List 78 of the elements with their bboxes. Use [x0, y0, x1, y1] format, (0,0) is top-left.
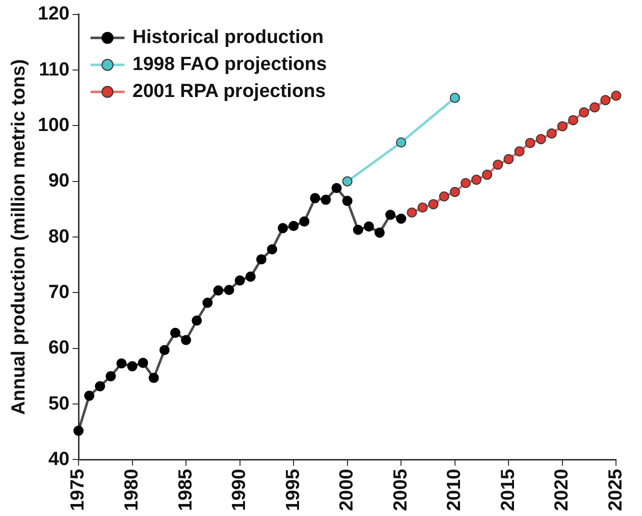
- x-tick-label: 2015: [498, 468, 519, 512]
- point: [396, 214, 406, 224]
- x-tick-label: 1995: [282, 468, 304, 512]
- y-tick-label: 80: [48, 226, 70, 248]
- point: [482, 170, 492, 180]
- point: [138, 358, 148, 368]
- point: [106, 371, 116, 382]
- point: [590, 102, 600, 112]
- point: [450, 186, 460, 198]
- y-axis-title: Annual production (million metric tons): [8, 59, 30, 415]
- point: [342, 196, 352, 206]
- point: [460, 178, 471, 188]
- point: [127, 361, 138, 372]
- point: [546, 128, 557, 139]
- y-tick-label: 60: [48, 338, 70, 359]
- point: [192, 315, 202, 326]
- point: [299, 216, 310, 227]
- point: [525, 138, 536, 148]
- x-tick-label: 1980: [122, 468, 143, 512]
- point: [600, 95, 611, 106]
- point: [116, 358, 127, 369]
- point: [557, 121, 568, 132]
- x-tick-label: 1990: [229, 468, 250, 512]
- y-tick-label: 50: [48, 393, 70, 414]
- point: [320, 194, 331, 205]
- point: [568, 115, 578, 126]
- point: [224, 284, 234, 296]
- point: [288, 220, 299, 232]
- point: [331, 182, 342, 194]
- point: [428, 199, 438, 210]
- point: [418, 202, 428, 213]
- point: [536, 134, 546, 144]
- x-tick-label: 1985: [175, 468, 196, 512]
- y-tick-label: 70: [48, 282, 70, 303]
- legend-label: 1998 FAO projections: [132, 54, 327, 76]
- point: [385, 210, 396, 220]
- point: [202, 298, 213, 308]
- point: [234, 275, 245, 286]
- point: [406, 207, 417, 218]
- point: [213, 285, 224, 296]
- point: [170, 328, 180, 338]
- y-tick-label: 90: [48, 170, 70, 192]
- point: [492, 160, 504, 170]
- point: [439, 191, 450, 202]
- legend-label: 2001 RPA projections: [132, 81, 326, 102]
- x-tick-label: 2025: [605, 468, 626, 512]
- point: [159, 344, 170, 356]
- point: [364, 221, 374, 232]
- y-tick-label: 120: [38, 4, 70, 25]
- point: [266, 244, 278, 254]
- point: [471, 174, 482, 185]
- point: [342, 176, 352, 186]
- point: [611, 90, 622, 101]
- point: [310, 193, 320, 204]
- point: [374, 228, 385, 238]
- point: [578, 107, 590, 118]
- y-tick-label: 40: [48, 448, 70, 470]
- point: [84, 390, 94, 401]
- x-tick-label: 2010: [444, 468, 466, 512]
- x-tick-label: 1975: [68, 468, 89, 512]
- legend-label: Historical production: [132, 27, 324, 48]
- point: [504, 154, 514, 164]
- point: [278, 223, 288, 234]
- point: [245, 271, 256, 282]
- point: [94, 381, 106, 392]
- x-tick-label: 2020: [552, 468, 573, 512]
- point: [514, 146, 525, 156]
- point: [396, 137, 406, 148]
- y-tick-label: 100: [38, 114, 70, 136]
- point: [450, 92, 460, 103]
- x-tick-label: 2000: [336, 468, 358, 512]
- x-tick-label: 2005: [390, 468, 412, 512]
- point: [353, 224, 364, 235]
- y-tick-label: 110: [38, 59, 70, 80]
- point: [148, 372, 159, 384]
- point: [73, 426, 84, 436]
- point: [180, 334, 192, 346]
- point: [256, 254, 266, 264]
